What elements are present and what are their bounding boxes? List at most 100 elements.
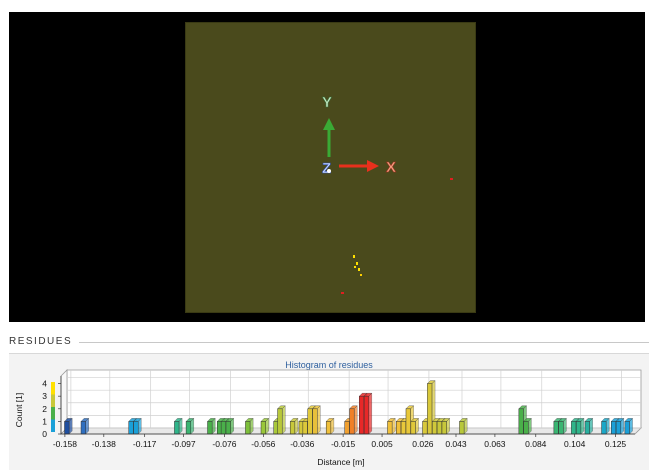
histogram-panel: Histogram of residues -0.158 -0.138 -0.117…	[9, 353, 649, 470]
histogram-bar	[344, 421, 350, 435]
histogram-bar-side	[330, 417, 335, 435]
histogram-bar	[185, 421, 192, 435]
histogram-bar	[80, 421, 86, 435]
histogram-bar-side	[589, 417, 593, 435]
histogram-bar	[302, 421, 308, 435]
histogram-bar-side	[563, 417, 567, 435]
histogram-bar	[307, 408, 313, 435]
residues-section-header: RESIDUES	[9, 336, 649, 348]
histogram-bar	[289, 421, 296, 435]
y-axis-label: Y	[322, 94, 332, 111]
x-axis-label: X	[386, 159, 396, 176]
color-scale-segment	[51, 407, 55, 420]
x-tick-label: 0.063	[484, 439, 506, 449]
histogram-bar-side	[138, 417, 142, 435]
histogram-bar-side	[463, 417, 468, 435]
histogram-bar-side	[580, 417, 585, 435]
axes-gizmo: Y X Z	[322, 94, 453, 294]
histogram-bar	[422, 421, 428, 435]
point-yellow	[354, 266, 356, 268]
x-tick-label: 0.005	[371, 439, 393, 449]
section-title: RESIDUES	[9, 336, 73, 347]
point-yellow	[358, 268, 360, 271]
histogram-bar	[277, 408, 283, 435]
histogram-bar-side	[620, 417, 624, 435]
histogram-bar	[405, 408, 411, 435]
3d-viewport[interactable]: Y X Z	[9, 12, 645, 322]
y-tick-label: 0	[42, 429, 47, 439]
histogram-bar-side	[317, 405, 321, 435]
y-tick-labels: 0 1 2 3 4	[42, 379, 61, 439]
point-yellow	[360, 274, 362, 276]
histogram-bar-side	[354, 405, 358, 435]
z-axis-label: Z	[322, 160, 331, 177]
histogram-bar	[436, 421, 443, 435]
histogram-bar-side	[528, 417, 532, 435]
histogram-bar	[575, 421, 582, 435]
histogram-bar	[387, 421, 393, 435]
histogram-bar-side	[249, 417, 254, 435]
histogram-bar	[133, 421, 139, 435]
histogram-chart[interactable]: Histogram of residues -0.158 -0.138 -0.117…	[9, 354, 649, 470]
x-tick-labels: -0.158 -0.138 -0.117 -0.097 -0.076 -0.056 -0.0…	[53, 434, 626, 449]
x-tick-label: 0.043	[445, 439, 467, 449]
histogram-bar-side	[68, 417, 73, 435]
histogram-bar	[312, 408, 318, 435]
x-axis-title: Distance [m]	[317, 457, 364, 467]
y-axis-arrowhead	[323, 118, 335, 130]
histogram-bar	[432, 421, 438, 435]
histogram-bar	[174, 421, 180, 435]
histogram-bar-side	[629, 417, 633, 435]
y-axis-title: Count [1]	[14, 393, 24, 428]
histogram-bar	[601, 421, 607, 435]
x-tick-label: -0.036	[290, 439, 314, 449]
x-tick-label: 0.084	[525, 439, 547, 449]
histogram-bar-side	[368, 392, 373, 435]
histogram-bar	[260, 421, 266, 435]
histogram-bar	[571, 421, 577, 435]
histogram-bar	[363, 395, 370, 435]
histogram-bar	[396, 421, 402, 435]
color-scale-segment	[51, 419, 55, 432]
y-tick-label: 1	[42, 416, 47, 426]
x-tick-label: -0.076	[212, 439, 236, 449]
histogram-bar	[128, 421, 134, 435]
section-divider	[79, 342, 649, 343]
point-yellow	[356, 262, 358, 265]
y-tick-label: 3	[42, 391, 47, 401]
histogram-bar	[584, 421, 590, 435]
histogram-bar	[225, 421, 231, 435]
histogram-bar-side	[230, 417, 234, 435]
histogram-bar-side	[391, 417, 396, 435]
histogram-bar	[615, 421, 622, 435]
histogram-bar	[427, 383, 433, 435]
histogram-bar	[518, 408, 524, 435]
histogram-bar-side	[190, 417, 194, 435]
histogram-bar	[441, 421, 447, 435]
color-scale-legend	[51, 382, 55, 432]
chart-bars	[60, 376, 635, 435]
histogram-bar-side	[211, 417, 216, 435]
color-scale-segment	[51, 394, 55, 407]
x-tick-label: 0.104	[564, 439, 586, 449]
x-tick-label: -0.056	[251, 439, 275, 449]
histogram-bar	[558, 421, 564, 435]
histogram-bar	[624, 421, 630, 435]
point-red	[341, 292, 344, 294]
histogram-bar-side	[178, 417, 183, 435]
histogram-bar	[410, 421, 416, 435]
histogram-bar-side	[265, 417, 269, 435]
point-red	[450, 178, 453, 180]
histogram-bar	[64, 421, 70, 435]
x-tick-label: 0.026	[412, 439, 434, 449]
color-scale-segment	[51, 382, 55, 395]
x-tick-label: -0.138	[92, 439, 116, 449]
histogram-bar	[207, 421, 213, 435]
y-tick-label: 4	[42, 379, 47, 389]
histogram-bar-side	[606, 417, 610, 435]
x-tick-label: -0.158	[53, 439, 77, 449]
ground-plane	[185, 22, 476, 313]
chart-title: Histogram of residues	[285, 360, 373, 370]
histogram-bar-side	[282, 405, 286, 435]
histogram-bar-side	[294, 417, 299, 435]
